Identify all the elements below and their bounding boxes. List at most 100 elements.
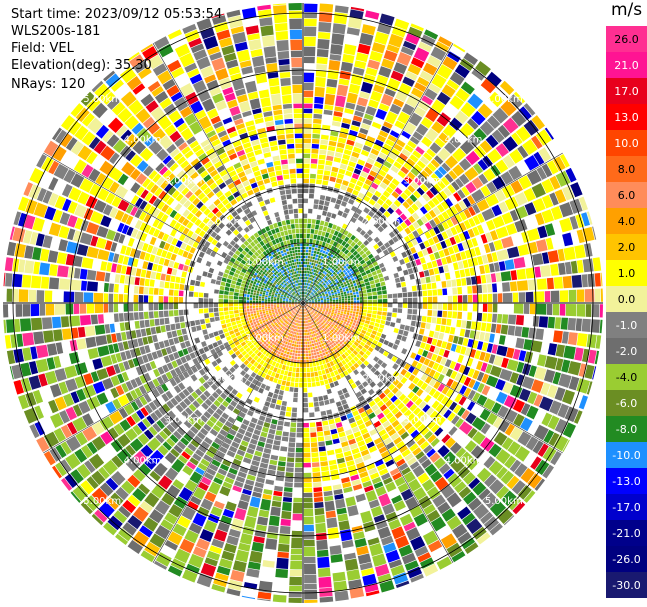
- velocity-bin: [219, 315, 225, 321]
- velocity-bin: [280, 446, 288, 452]
- velocity-bin: [310, 372, 315, 377]
- velocity-bin: [346, 232, 353, 239]
- velocity-bin: [481, 342, 489, 352]
- velocity-bin: [311, 310, 315, 313]
- velocity-bin: [329, 135, 338, 142]
- velocity-bin: [308, 350, 311, 354]
- velocity-bin: [541, 209, 555, 224]
- velocity-bin: [359, 321, 365, 326]
- velocity-bin: [358, 287, 362, 291]
- velocity-bin: [320, 300, 324, 302]
- velocity-bin: [22, 304, 31, 317]
- velocity-bin: [317, 303, 321, 305]
- velocity-bin: [304, 320, 306, 324]
- velocity-bin: [331, 262, 335, 266]
- velocity-bin: [297, 338, 300, 342]
- velocity-bin: [312, 301, 315, 303]
- velocity-bin: [306, 289, 308, 292]
- velocity-bin: [445, 155, 459, 169]
- velocity-bin: [487, 303, 493, 313]
- velocity-bin: [424, 29, 439, 40]
- velocity-bin: [563, 345, 576, 360]
- velocity-bin: [257, 322, 261, 326]
- velocity-bin: [560, 317, 568, 330]
- velocity-bin: [345, 286, 348, 289]
- velocity-bin: [286, 351, 290, 355]
- velocity-bin: [366, 313, 372, 318]
- velocity-bin: [421, 284, 427, 290]
- velocity-bin: [178, 335, 184, 343]
- velocity-bin: [401, 335, 407, 342]
- velocity-bin: [501, 236, 514, 249]
- velocity-bin: [353, 300, 357, 303]
- velocity-bin: [488, 443, 502, 458]
- velocity-bin: [586, 211, 593, 225]
- velocity-bin: [314, 502, 324, 509]
- velocity-bin: [315, 292, 318, 295]
- velocity-bin: [305, 344, 308, 348]
- velocity-bin: [323, 109, 333, 116]
- velocity-bin: [327, 270, 331, 274]
- velocity-bin: [337, 293, 341, 296]
- velocity-bin: [486, 115, 501, 129]
- velocity-bin: [305, 264, 307, 268]
- velocity-bin: [246, 303, 250, 306]
- velocity-bin: [334, 310, 338, 312]
- velocity-bin: [399, 258, 405, 265]
- velocity-bin: [6, 288, 13, 302]
- velocity-bin: [384, 242, 391, 249]
- velocity-bin: [235, 549, 249, 563]
- velocity-bin: [303, 359, 306, 363]
- velocity-bin: [270, 304, 274, 307]
- velocity-bin: [350, 295, 354, 298]
- velocity-bin: [360, 149, 370, 157]
- velocity-bin: [420, 382, 428, 391]
- velocity-bin: [407, 308, 413, 314]
- velocity-bin: [429, 219, 437, 228]
- velocity-bin: [419, 70, 433, 82]
- velocity-bin: [508, 94, 523, 109]
- velocity-bin: [265, 312, 269, 315]
- velocity-bin: [414, 106, 427, 118]
- velocity-bin: [348, 272, 352, 276]
- velocity-bin: [282, 375, 288, 381]
- velocity-bin: [469, 349, 477, 358]
- velocity-bin: [493, 355, 504, 367]
- velocity-bin: [415, 236, 423, 244]
- velocity-bin: [450, 343, 457, 352]
- velocity-bin: [359, 280, 365, 285]
- velocity-bin: [332, 116, 342, 122]
- velocity-bin: [366, 229, 373, 236]
- velocity-bin: [362, 275, 368, 280]
- velocity-bin: [480, 185, 491, 197]
- velocity-bin: [331, 235, 337, 241]
- velocity-bin: [305, 261, 308, 265]
- velocity-bin: [359, 259, 366, 265]
- velocity-bin: [446, 280, 452, 288]
- velocity-bin: [282, 299, 286, 301]
- velocity-bin: [445, 228, 453, 238]
- velocity-bin: [338, 279, 342, 282]
- velocity-bin: [306, 228, 311, 234]
- velocity-bin: [291, 343, 295, 347]
- velocity-bin: [483, 398, 496, 411]
- velocity-bin: [372, 295, 378, 300]
- velocity-bin: [433, 251, 441, 260]
- velocity-bin: [467, 206, 476, 217]
- velocity-bin: [329, 315, 333, 318]
- velocity-bin: [268, 310, 272, 312]
- velocity-bin: [339, 275, 343, 279]
- velocity-bin: [527, 241, 538, 254]
- velocity-bin: [261, 305, 265, 308]
- velocity-bin: [332, 23, 346, 35]
- velocity-bin: [314, 508, 325, 516]
- velocity-bin: [365, 106, 377, 116]
- velocity-bin: [312, 467, 320, 473]
- velocity-bin: [305, 304, 308, 307]
- velocity-bin: [258, 319, 262, 323]
- velocity-bin: [388, 182, 397, 190]
- velocity-bin: [404, 175, 413, 184]
- velocity-bin: [305, 252, 309, 256]
- velocity-bin: [317, 268, 321, 271]
- velocity-bin: [341, 267, 345, 271]
